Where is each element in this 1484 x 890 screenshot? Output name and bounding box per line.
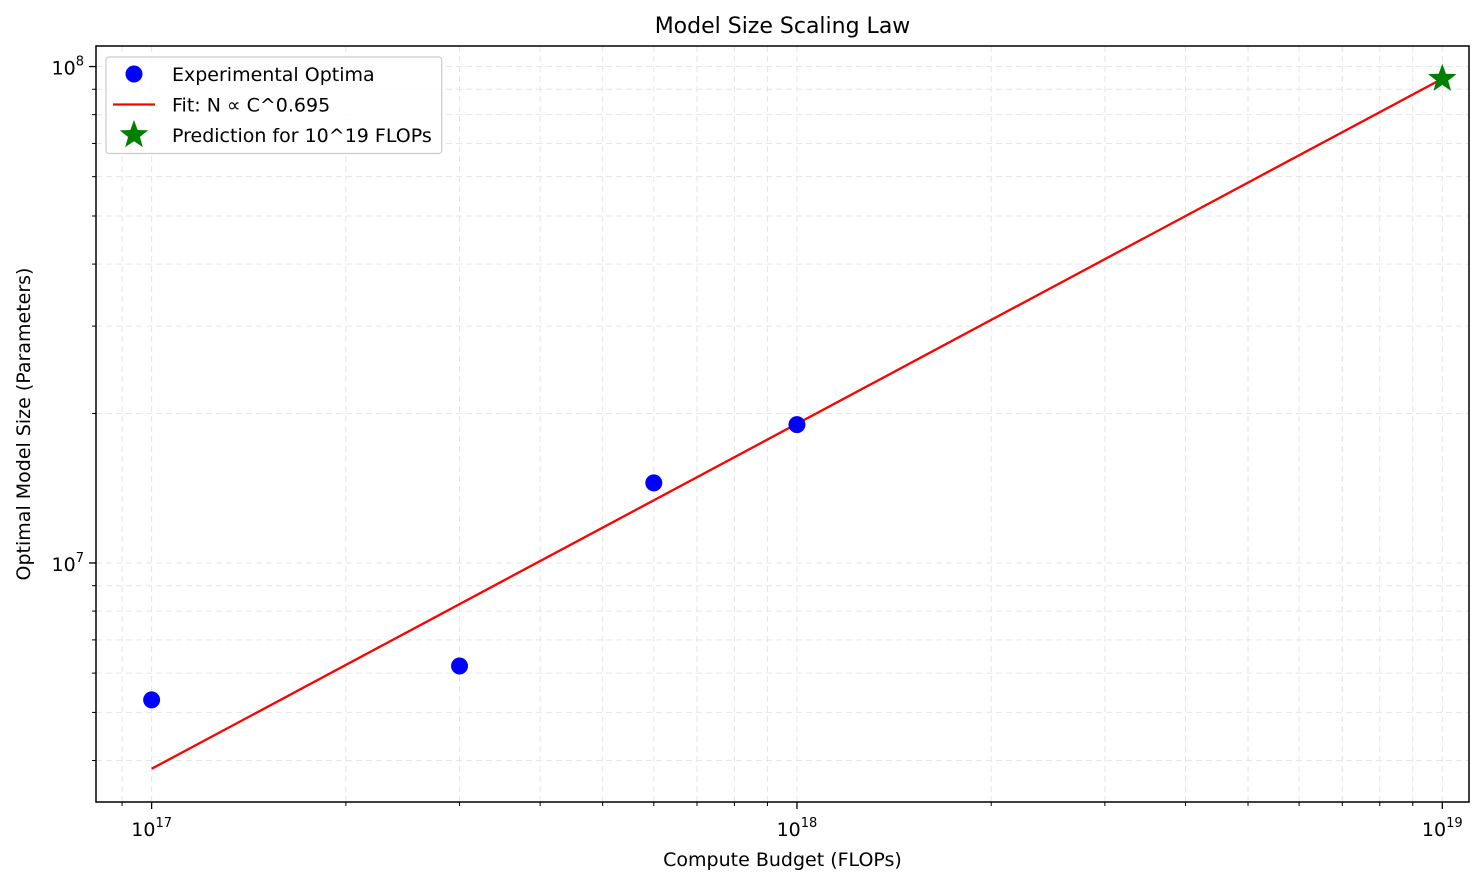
legend-label: Experimental Optima: [172, 64, 375, 86]
legend-label: Fit: N ∝ C^0.695: [172, 95, 330, 117]
x-tick-label: 1018: [777, 816, 818, 841]
experimental-point: [788, 416, 806, 434]
y-tick-label: 107: [52, 551, 84, 576]
experimental-point: [143, 691, 161, 709]
chart-title: Model Size Scaling Law: [655, 14, 911, 39]
x-axis-label: Compute Budget (FLOPs): [663, 849, 902, 871]
tick-labels: 1017 1018 1019 107 108: [52, 55, 1463, 841]
legend-box: [105, 56, 443, 155]
legend-label: Prediction for 10^19 FLOPs: [172, 125, 432, 147]
series: [143, 63, 1457, 770]
legend-circle-swatch: [125, 65, 143, 83]
plot-frame: [95, 45, 1470, 803]
prediction-star-point: [1428, 63, 1457, 91]
x-tick-label: 1019: [1422, 816, 1463, 841]
legend: Experimental Optima Fit: N ∝ C^0.695 Predi…: [105, 56, 443, 155]
grid: [96, 46, 1469, 802]
experimental-point: [451, 657, 469, 675]
y-axis-label: Optimal Model Size (Parameters): [13, 268, 35, 581]
legend-items: Experimental Optima Fit: N ∝ C^0.695 Predi…: [113, 64, 432, 148]
experimental-point: [645, 474, 663, 492]
y-tick-label: 108: [52, 55, 84, 80]
x-tick-label: 1017: [131, 816, 172, 841]
legend-star-swatch: [119, 120, 149, 148]
